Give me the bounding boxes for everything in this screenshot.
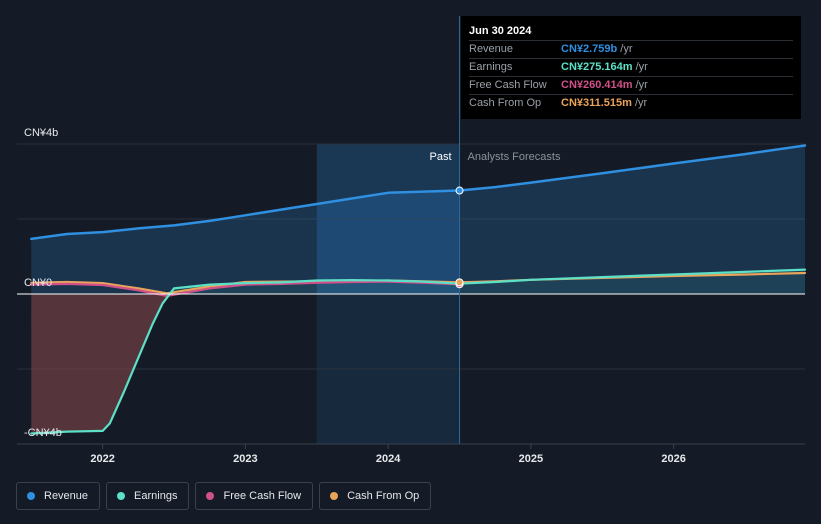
tooltip-row-revenue: Revenue CN¥2.759b /yr: [469, 40, 793, 58]
free-cash-flow-dot-icon: [206, 492, 215, 500]
earnings-area: [31, 269, 805, 434]
tooltip-row-cash-from-op: Cash From Op CN¥311.515m /yr: [469, 94, 793, 112]
tooltip-unit: /yr: [635, 79, 648, 91]
tooltip-name: Cash From Op: [469, 97, 542, 109]
y-tick-label: -CN¥4b: [24, 427, 62, 439]
cash-from-op-dot-icon: [330, 492, 339, 500]
legend-label: Earnings: [134, 490, 178, 502]
earnings-dot-icon: [117, 492, 126, 500]
y-tick-label: CN¥0: [24, 277, 52, 289]
x-tick-label: 2025: [519, 453, 543, 465]
revenue-area: [31, 145, 805, 294]
x-tick-label: 2022: [90, 453, 114, 465]
earnings-line: [30, 268, 807, 435]
revenue-line: [30, 144, 807, 241]
x-tick-label: 2024: [376, 453, 401, 465]
tooltip-name: Free Cash Flow: [469, 79, 547, 91]
forecast-label: Analysts Forecasts: [468, 151, 561, 163]
y-tick-label: CN¥4b: [24, 127, 58, 139]
tooltip-unit: /yr: [620, 43, 633, 55]
legend: Revenue Earnings Free Cash Flow Cash Fro…: [16, 482, 432, 510]
tooltip-value: CN¥2.759b: [561, 43, 618, 55]
x-tick-label: 2026: [661, 453, 685, 465]
legend-item-earnings[interactable]: Earnings: [106, 482, 190, 510]
legend-item-cash-from-op[interactable]: Cash From Op: [319, 482, 432, 510]
tooltip-date: Jun 30 2024: [469, 25, 532, 37]
earnings-negative-area: [31, 288, 175, 434]
revenue-marker: [455, 186, 464, 195]
revenue-dot-icon: [27, 492, 35, 500]
tooltip-unit: /yr: [634, 97, 648, 109]
tooltip-value: CN¥311.515m: [561, 97, 632, 109]
past-label: Past: [430, 151, 452, 163]
legend-label: Free Cash Flow: [223, 490, 302, 502]
legend-item-revenue[interactable]: Revenue: [16, 482, 101, 510]
tooltip-value: CN¥275.164m: [561, 61, 633, 73]
cash-from-op-marker: [455, 278, 464, 287]
tooltip-unit: /yr: [635, 61, 648, 73]
tooltip-name: Earnings: [469, 61, 513, 73]
chart: Past Analysts Forecasts CN¥4b CN¥0 -CN¥4b 2…: [17, 16, 807, 465]
tooltip-name: Revenue: [469, 43, 514, 55]
tooltip-value: CN¥260.414m: [561, 79, 633, 91]
legend-label: Revenue: [44, 490, 89, 502]
tooltip: Jun 30 2024 Revenue CN¥2.759b /yr Earnin…: [461, 16, 801, 119]
tooltip-row-earnings: Earnings CN¥275.164m /yr: [469, 58, 793, 76]
tooltip-row-free-cash-flow: Free Cash Flow CN¥260.414m /yr: [469, 76, 793, 94]
legend-item-free-cash-flow[interactable]: Free Cash Flow: [195, 482, 314, 510]
legend-label: Cash From Op: [347, 490, 420, 502]
x-tick-label: 2023: [233, 453, 257, 465]
